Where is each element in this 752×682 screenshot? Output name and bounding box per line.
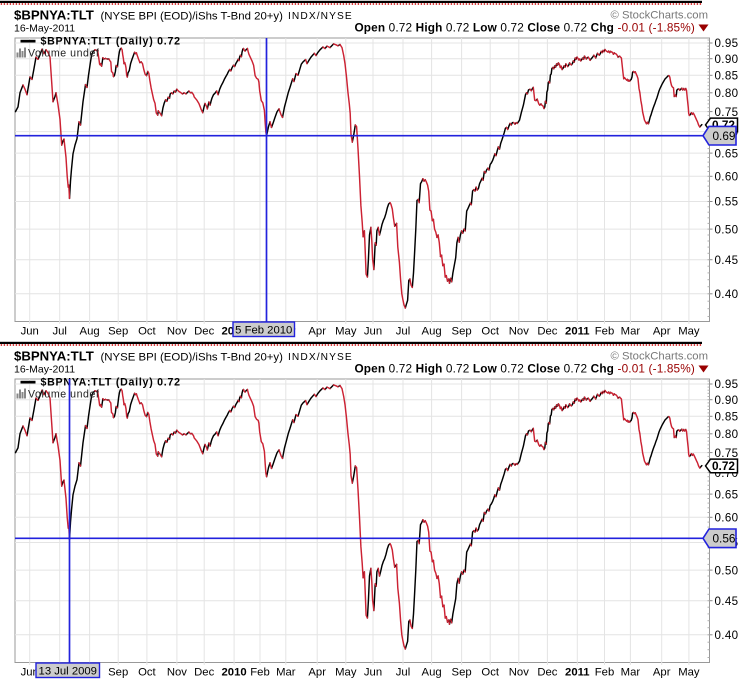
svg-text:Sep: Sep — [452, 326, 472, 338]
svg-text:13 Jul 2009: 13 Jul 2009 — [39, 665, 97, 677]
svg-text:Feb: Feb — [595, 326, 614, 338]
svg-text:Aug: Aug — [80, 326, 100, 338]
svg-text:INDX/NYSE: INDX/NYSE — [288, 11, 353, 22]
svg-text:0.45: 0.45 — [715, 595, 739, 608]
svg-text:Jun: Jun — [21, 326, 39, 338]
svg-text:2010: 2010 — [222, 667, 247, 679]
svg-text:0.50: 0.50 — [715, 564, 739, 577]
svg-text:0.85: 0.85 — [715, 411, 739, 424]
svg-text:0.55: 0.55 — [715, 196, 739, 209]
svg-text:Dec: Dec — [194, 326, 214, 338]
svg-text:Volume undef: Volume undef — [28, 47, 99, 59]
svg-text:$BPNYA:TLT: $BPNYA:TLT — [14, 349, 94, 364]
svg-text:$BPNYA:TLT: $BPNYA:TLT — [14, 8, 94, 23]
svg-text:Nov: Nov — [167, 667, 187, 679]
svg-text:Feb: Feb — [595, 667, 614, 679]
svg-text:(NYSE BPI (EOD)/iShs T-Bnd 20+: (NYSE BPI (EOD)/iShs T-Bnd 20+y) — [101, 11, 284, 23]
svg-text:0.95: 0.95 — [715, 37, 739, 50]
svg-text:2011: 2011 — [565, 326, 590, 338]
svg-text:0.65: 0.65 — [715, 147, 739, 160]
svg-text:Nov: Nov — [167, 326, 187, 338]
svg-text:May: May — [678, 667, 700, 679]
svg-text:May: May — [335, 667, 357, 679]
svg-text:Sep: Sep — [452, 667, 472, 679]
svg-text:Oct: Oct — [481, 667, 499, 679]
svg-text:Jul: Jul — [396, 667, 410, 679]
svg-text:$BPNYA:TLT (Daily) 0.72: $BPNYA:TLT (Daily) 0.72 — [41, 36, 181, 48]
svg-text:Oct: Oct — [481, 326, 499, 338]
svg-text:$BPNYA:TLT (Daily) 0.72: $BPNYA:TLT (Daily) 0.72 — [41, 377, 181, 389]
svg-text:Aug: Aug — [422, 326, 442, 338]
svg-text:Open 0.72 High 0.72 Low 0.72 C: Open 0.72 High 0.72 Low 0.72 Close 0.72 … — [354, 362, 695, 376]
svg-text:Jul: Jul — [396, 326, 410, 338]
svg-text:16-May-2011: 16-May-2011 — [14, 363, 75, 375]
svg-text:0.75: 0.75 — [715, 447, 739, 460]
svg-text:Sep: Sep — [108, 667, 128, 679]
svg-text:Oct: Oct — [138, 667, 156, 679]
svg-text:0.85: 0.85 — [715, 70, 739, 83]
svg-text:INDX/NYSE: INDX/NYSE — [288, 352, 353, 363]
svg-text:Apr: Apr — [653, 326, 671, 338]
svg-text:0.45: 0.45 — [715, 254, 739, 267]
svg-text:0.40: 0.40 — [715, 288, 739, 301]
svg-text:(NYSE BPI (EOD)/iShs T-Bnd 20+: (NYSE BPI (EOD)/iShs T-Bnd 20+y) — [101, 352, 284, 364]
svg-text:0.56: 0.56 — [713, 532, 736, 546]
svg-text:May: May — [678, 326, 700, 338]
svg-text:Mar: Mar — [276, 667, 296, 679]
svg-text:Aug: Aug — [422, 667, 442, 679]
svg-text:Oct: Oct — [138, 326, 156, 338]
svg-text:0.75: 0.75 — [715, 106, 739, 119]
svg-text:0.72: 0.72 — [712, 459, 735, 473]
svg-text:0.90: 0.90 — [715, 53, 739, 66]
svg-text:0.69: 0.69 — [713, 129, 736, 143]
svg-text:0.80: 0.80 — [715, 87, 739, 100]
svg-text:© StockCharts.com: © StockCharts.com — [611, 10, 708, 22]
svg-text:0.60: 0.60 — [715, 171, 739, 184]
svg-text:Apr: Apr — [308, 667, 326, 679]
svg-text:2011: 2011 — [565, 667, 590, 679]
svg-text:Nov: Nov — [509, 326, 529, 338]
svg-text:Mar: Mar — [621, 326, 641, 338]
svg-text:0.90: 0.90 — [715, 394, 739, 407]
svg-text:Jun: Jun — [364, 667, 382, 679]
svg-text:Nov: Nov — [509, 667, 529, 679]
svg-text:Feb: Feb — [250, 667, 269, 679]
svg-text:Apr: Apr — [653, 667, 671, 679]
svg-text:0.95: 0.95 — [715, 378, 739, 391]
svg-text:Dec: Dec — [537, 326, 557, 338]
svg-text:Open 0.72 High 0.72 Low 0.72 C: Open 0.72 High 0.72 Low 0.72 Close 0.72 … — [354, 21, 695, 35]
svg-text:Apr: Apr — [308, 326, 326, 338]
svg-text:May: May — [335, 326, 357, 338]
svg-text:0.80: 0.80 — [715, 428, 739, 441]
svg-text:5 Feb 2010: 5 Feb 2010 — [235, 324, 292, 336]
svg-text:Dec: Dec — [194, 667, 214, 679]
svg-text:Volume undef: Volume undef — [28, 388, 99, 400]
svg-text:© StockCharts.com: © StockCharts.com — [611, 351, 708, 363]
svg-text:Dec: Dec — [537, 667, 557, 679]
svg-text:Sep: Sep — [108, 326, 128, 338]
svg-text:Jul: Jul — [52, 326, 66, 338]
svg-text:Jun: Jun — [364, 326, 382, 338]
svg-text:0.60: 0.60 — [715, 512, 739, 525]
svg-text:Mar: Mar — [621, 667, 641, 679]
svg-text:16-May-2011: 16-May-2011 — [14, 22, 75, 34]
svg-text:0.50: 0.50 — [715, 223, 739, 236]
svg-text:0.40: 0.40 — [715, 629, 739, 642]
svg-text:Jun: Jun — [21, 667, 39, 679]
svg-text:0.65: 0.65 — [715, 488, 739, 501]
